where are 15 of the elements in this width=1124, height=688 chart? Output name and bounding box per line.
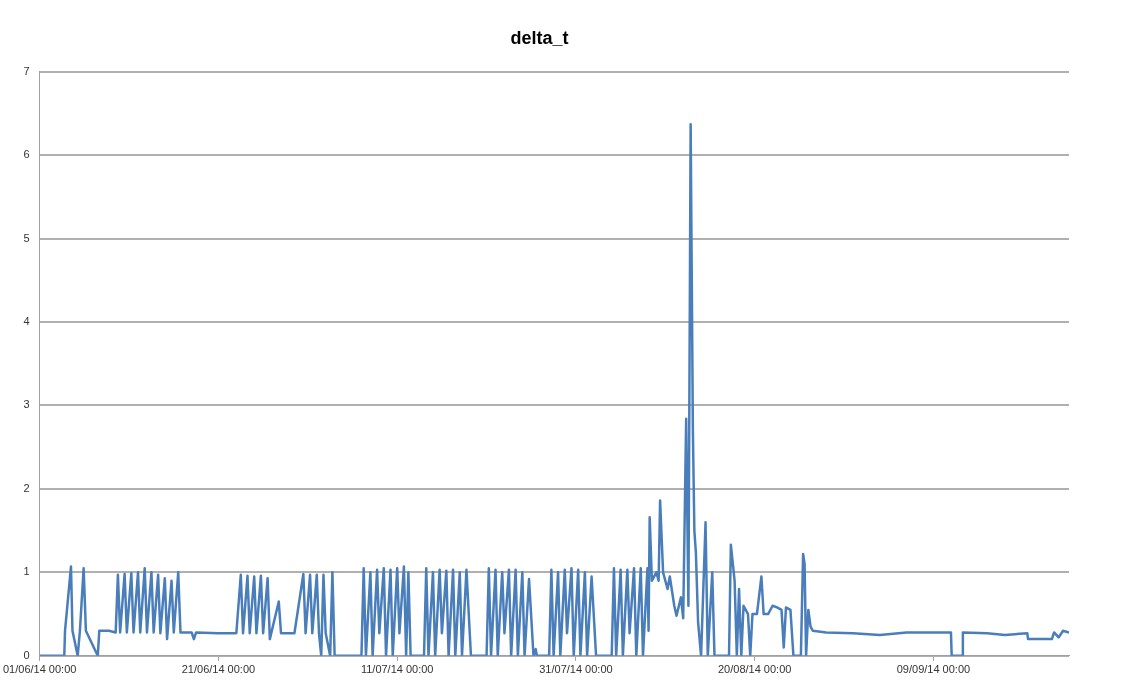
- y-tick-label: 6: [23, 148, 30, 161]
- x-tick-label: 09/09/14 00:00: [896, 663, 971, 676]
- y-tick-label: 1: [23, 565, 30, 578]
- x-tick-label: 20/08/14 00:00: [718, 663, 792, 676]
- x-tick-label: 01/06/14 00:00: [3, 663, 77, 676]
- y-tick-label: 5: [23, 231, 30, 244]
- y-tick-label: 3: [23, 398, 30, 411]
- y-tick-label: 2: [23, 481, 30, 494]
- y-tick-label: 4: [23, 315, 30, 327]
- y-tick-label: 0: [23, 648, 30, 661]
- x-tick-label: 31/07/14 00:00: [539, 663, 613, 676]
- x-tick-label: 21/06/14 00:00: [181, 663, 256, 676]
- y-tick-label: 7: [23, 64, 30, 77]
- x-tick-label: 11/07/14 00:00: [360, 663, 434, 676]
- chart-title: delta_t: [510, 27, 569, 48]
